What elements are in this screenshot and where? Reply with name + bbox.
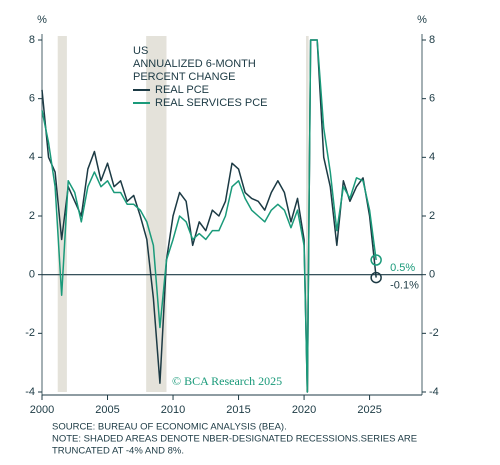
y-tick-label: 8 [29,34,35,46]
end-label: -0.1% [390,280,419,292]
y2-tick-label: 8 [429,34,435,46]
y2-tick-label: -2 [429,327,439,339]
x-tick-label: 2020 [292,404,316,416]
footnote: NOTE: SHADED AREAS DENOTE NBER-DESIGNATE… [52,434,417,445]
x-tick-label: 2005 [95,404,119,416]
series-line [41,39,377,393]
end-marker [370,271,382,284]
y-tick-label: 6 [29,93,35,105]
chart-title: ANNUALIZED 6-MONTH [133,58,256,70]
y-tick-label: 0 [29,269,35,281]
end-marker [370,254,382,266]
end-label: 0.5% [390,262,415,274]
footnote: SOURCE: BUREAU OF ECONOMIC ANALYSIS (BEA… [52,422,287,433]
y2-tick-label: 0 [429,269,435,281]
x-tick-label: 2015 [226,404,250,416]
x-tick-label: 2010 [161,404,185,416]
recession-band [146,36,167,392]
y2-tick-label: 6 [429,93,435,105]
y-tick-label: 4 [29,151,35,163]
x-tick-label: 2000 [30,404,54,416]
footnote: TRUNCATED AT -4% AND 8%. [52,446,184,457]
y-tick-label: -4 [25,386,35,398]
chart-title: PERCENT CHANGE [133,71,235,83]
y2-tick-label: 2 [429,210,435,222]
series-line [41,39,377,393]
recession-band [306,36,309,392]
y-tick-label: -2 [25,327,35,339]
y-axis-unit: % [37,14,47,26]
x-tick-label: 2025 [357,404,381,416]
chart-title: US [133,45,148,57]
y-tick-label: 2 [29,210,35,222]
recession-band [57,36,67,392]
y2-tick-label: -4 [429,386,439,398]
watermark: © BCA Research 2025 [172,374,282,388]
y2-tick-label: 4 [429,151,435,163]
y2-axis-unit: % [417,14,427,26]
legend-label: REAL PCE [155,84,209,96]
legend-label: REAL SERVICES PCE [155,97,268,109]
